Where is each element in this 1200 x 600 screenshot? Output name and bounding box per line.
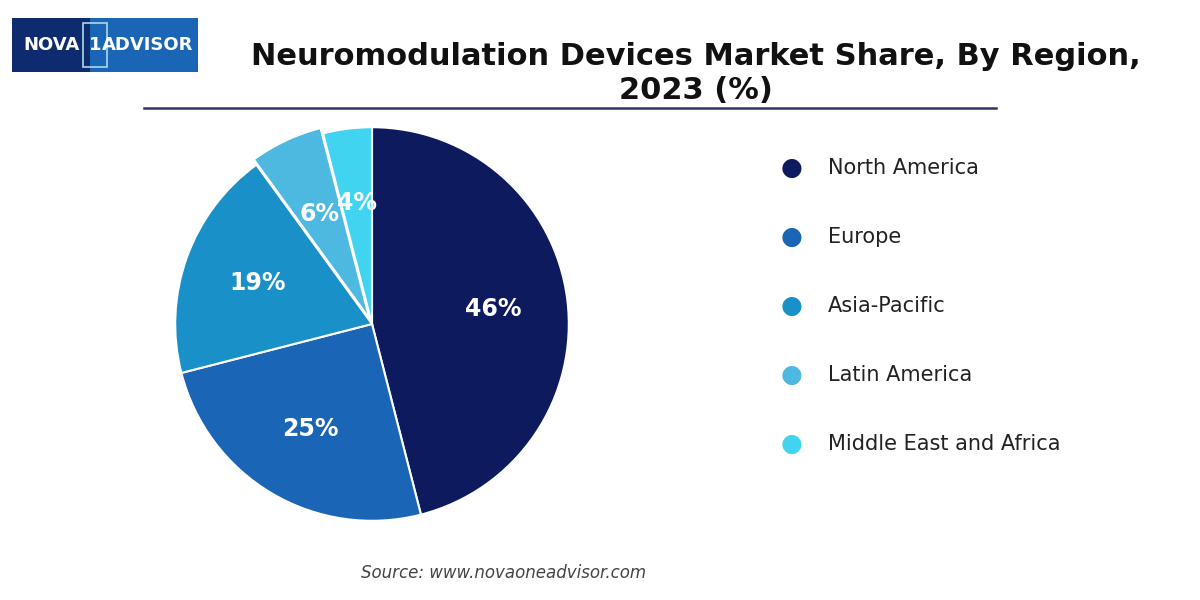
FancyBboxPatch shape xyxy=(12,18,90,72)
Text: ●: ● xyxy=(781,294,803,318)
Wedge shape xyxy=(254,128,370,319)
Text: Europe: Europe xyxy=(828,227,901,247)
Text: ●: ● xyxy=(781,225,803,249)
Text: ●: ● xyxy=(781,432,803,456)
Wedge shape xyxy=(372,127,569,515)
Text: Middle East and Africa: Middle East and Africa xyxy=(828,434,1061,454)
Text: 25%: 25% xyxy=(282,417,338,441)
FancyBboxPatch shape xyxy=(12,18,198,72)
Text: 4%: 4% xyxy=(337,191,377,215)
Text: Source: www.novaoneadvisor.com: Source: www.novaoneadvisor.com xyxy=(361,564,647,582)
Text: ADVISOR: ADVISOR xyxy=(102,36,193,54)
Text: Neuromodulation Devices Market Share, By Region,
2023 (%): Neuromodulation Devices Market Share, By… xyxy=(251,42,1141,104)
Text: ●: ● xyxy=(781,156,803,180)
Wedge shape xyxy=(181,324,421,521)
Text: ●: ● xyxy=(781,363,803,387)
Wedge shape xyxy=(175,165,372,373)
Text: 1: 1 xyxy=(89,36,101,54)
Text: Latin America: Latin America xyxy=(828,365,972,385)
Text: 19%: 19% xyxy=(229,271,286,295)
Text: 46%: 46% xyxy=(464,297,521,321)
Text: Asia-Pacific: Asia-Pacific xyxy=(828,296,946,316)
Text: North America: North America xyxy=(828,158,979,178)
Wedge shape xyxy=(323,127,372,324)
Text: 6%: 6% xyxy=(300,202,340,226)
Text: NOVA: NOVA xyxy=(23,36,79,54)
